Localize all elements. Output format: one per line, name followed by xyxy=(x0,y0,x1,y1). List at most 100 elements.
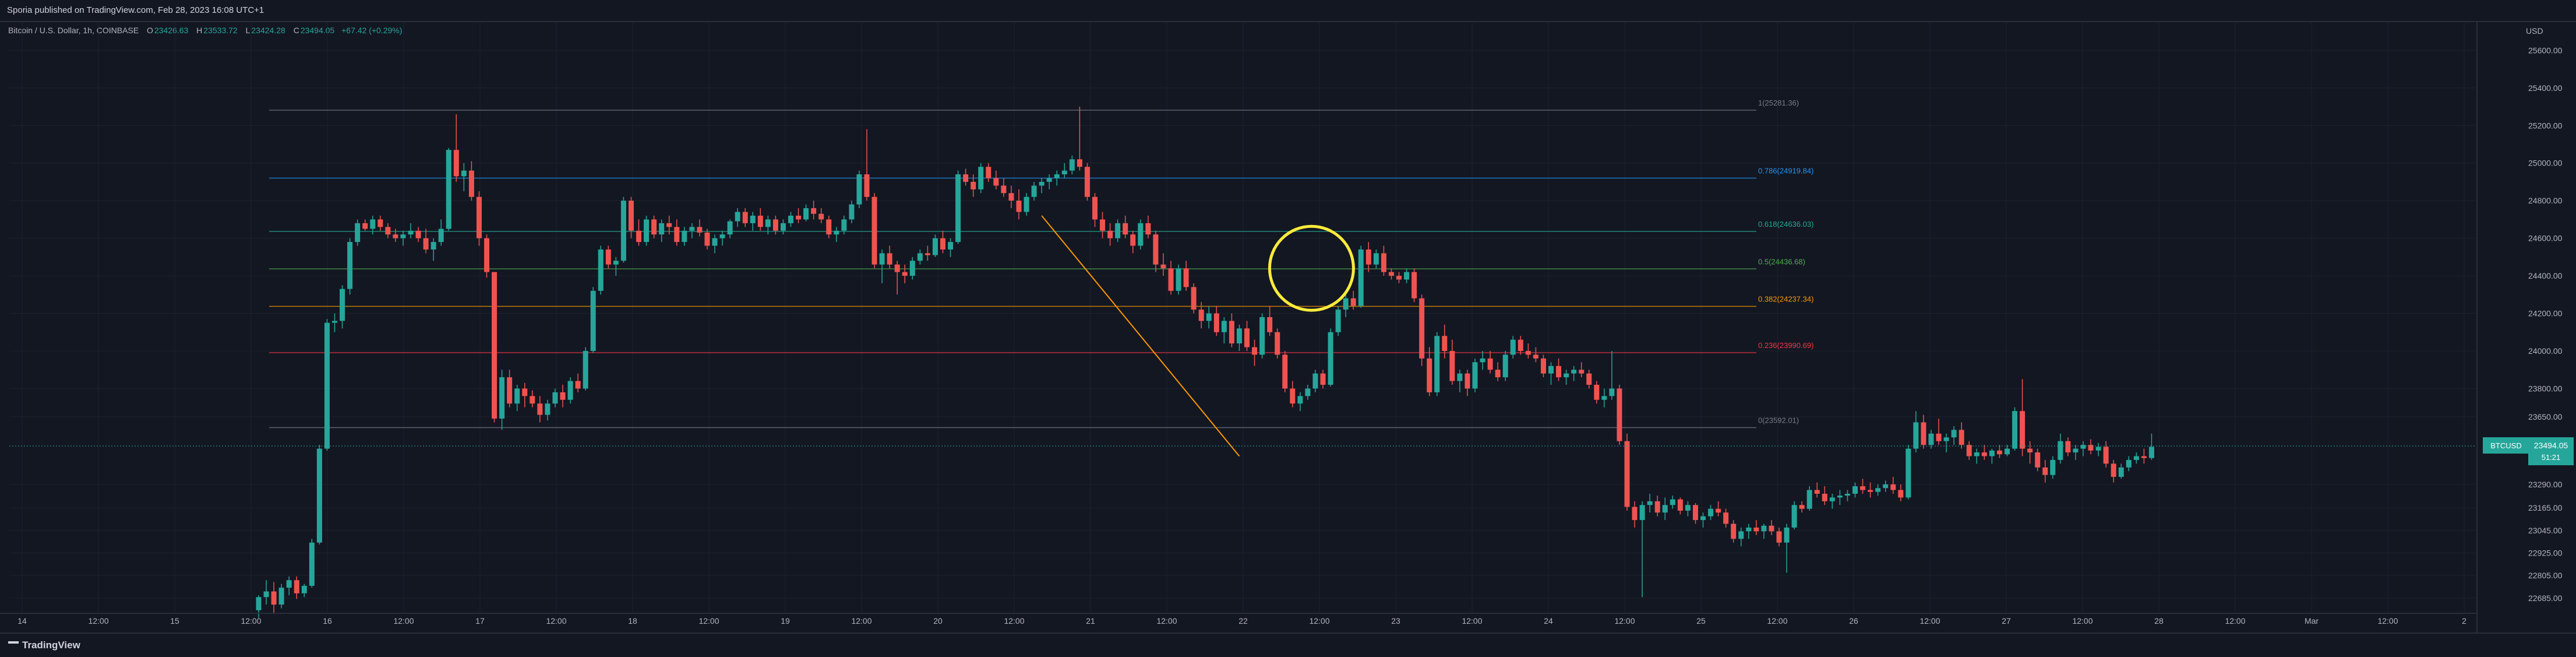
time-axis[interactable]: 14 12:00 15 12:00 16 12:00 17 12:00 18 12:00 19 12:… xyxy=(0,613,2477,626)
candle-body xyxy=(894,264,900,272)
candle-body xyxy=(1388,272,1394,276)
x-tick-label: 12:00 xyxy=(1767,616,1787,626)
candle-body xyxy=(1928,433,1934,445)
candle-body xyxy=(2073,448,2079,453)
candle-body xyxy=(316,448,322,543)
candle-body xyxy=(2027,448,2033,453)
last-price-value: 23494.05 xyxy=(2534,441,2568,450)
candle-body xyxy=(408,230,414,235)
candle-body xyxy=(530,396,535,404)
x-tick-label: 25 xyxy=(1696,616,1706,626)
candle-body xyxy=(1024,196,1029,212)
candle-body xyxy=(1844,493,1850,496)
price-axis[interactable]: USD 25600.00 25400.00 25200.00 25000.00 24800… xyxy=(2476,21,2574,633)
x-tick-label: 12:00 xyxy=(1462,616,1482,626)
candle-body xyxy=(1617,388,1622,441)
candle-body xyxy=(1776,531,1782,543)
candle-body xyxy=(1350,298,1356,306)
candle-body xyxy=(1213,313,1219,332)
candle-body xyxy=(1556,366,1562,378)
candle-body xyxy=(735,212,740,222)
candle-body xyxy=(818,213,824,220)
candle-body xyxy=(1586,373,1592,385)
y-tick-label: 23165.00 xyxy=(2528,503,2563,512)
candle-body xyxy=(1031,185,1037,197)
symbol-price-tag[interactable] xyxy=(2483,437,2529,454)
candle-body xyxy=(499,377,505,419)
candle-body xyxy=(324,322,330,449)
candle-body xyxy=(1039,181,1044,186)
tradingview-logo[interactable]: TradingView xyxy=(8,640,80,651)
x-tick-label: 18 xyxy=(628,616,637,626)
y-tick-label: 23800.00 xyxy=(2528,384,2563,393)
candle-body xyxy=(1107,230,1113,238)
fibonacci-retracement[interactable]: 1(25281.36) 0.786(24919.84) 0.618(24636.03… xyxy=(269,99,1813,428)
candle-body xyxy=(1822,493,1827,501)
candle-body xyxy=(1571,370,1577,374)
candle-body xyxy=(598,249,604,291)
open-value: 23426.63 xyxy=(154,26,189,35)
x-tick-label: 12:00 xyxy=(241,616,261,626)
high-label: H xyxy=(196,26,203,35)
candle-body xyxy=(1996,450,2002,455)
candle-body xyxy=(2042,467,2048,475)
last-price-tag[interactable] xyxy=(2528,437,2574,466)
x-tick-label: 12:00 xyxy=(2225,616,2245,626)
candle-body xyxy=(256,597,262,610)
candle-body xyxy=(2012,411,2018,449)
candle-body xyxy=(902,272,908,276)
candle-body xyxy=(1396,276,1402,280)
close-value: 23494.05 xyxy=(300,26,335,35)
tradingview-brand: TradingView xyxy=(22,640,80,651)
candle-body xyxy=(1427,358,1432,392)
candle-body xyxy=(826,219,832,235)
candle-body xyxy=(1875,488,1881,492)
candle-body xyxy=(986,167,991,178)
candle-body xyxy=(2111,463,2116,477)
low-value: 23424.28 xyxy=(251,26,285,35)
candle-body xyxy=(1115,223,1121,238)
candle-body xyxy=(492,272,497,419)
candle-body xyxy=(362,223,368,229)
candle-body xyxy=(1252,347,1258,355)
y-tick-label: 24400.00 xyxy=(2528,271,2563,280)
candle-body xyxy=(1609,388,1615,396)
candle-body xyxy=(978,167,984,189)
fib-level-label: 0.236(23990.69) xyxy=(1758,341,1813,350)
symbol-title[interactable]: Bitcoin / U.S. Dollar, 1h, COINBASE xyxy=(8,26,139,35)
candle-body xyxy=(1282,354,1288,389)
candle-body xyxy=(286,580,292,588)
axis-currency-label: USD xyxy=(2526,26,2543,36)
trend-line[interactable] xyxy=(1041,215,1240,457)
y-tick-label: 23290.00 xyxy=(2528,480,2563,489)
candle-body xyxy=(2058,441,2063,460)
candle-body xyxy=(2148,447,2154,458)
candle-body xyxy=(1267,317,1273,332)
y-tick-label: 25200.00 xyxy=(2528,121,2563,130)
candle-body xyxy=(446,150,451,229)
drawings[interactable] xyxy=(9,215,2476,457)
candle-body xyxy=(1183,268,1189,287)
candle-body xyxy=(1943,437,1949,441)
candle-body xyxy=(461,170,467,177)
x-tick-label: 12:00 xyxy=(2072,616,2092,626)
x-tick-label: 12:00 xyxy=(546,616,566,626)
candle-body xyxy=(1320,373,1326,385)
x-tick-label: 12:00 xyxy=(1004,616,1024,626)
candle-body xyxy=(963,174,969,182)
symbol-legend: Bitcoin / U.S. Dollar, 1h, COINBASE O 234… xyxy=(8,26,402,35)
candle-body xyxy=(697,227,703,233)
highlight-circle[interactable] xyxy=(1268,224,1355,312)
candle-body xyxy=(1046,178,1052,182)
candle-body xyxy=(1411,272,1417,298)
candle-body xyxy=(1365,249,1371,265)
candle-body xyxy=(476,196,482,238)
candle-body xyxy=(864,174,870,197)
candle-body xyxy=(415,230,421,238)
x-tick-label: 12:00 xyxy=(2377,616,2398,626)
publisher-text: Sporia published on TradingView.com, Feb… xyxy=(7,5,264,15)
candle-body xyxy=(940,238,945,250)
candle-body xyxy=(1206,313,1212,321)
candle-body xyxy=(1647,501,1653,505)
